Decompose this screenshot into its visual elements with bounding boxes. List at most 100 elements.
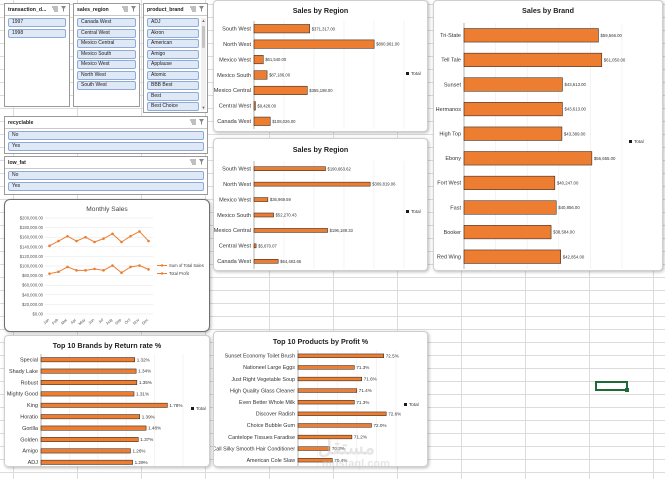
y-tick-label: $60,000.00 — [22, 283, 44, 288]
chart-top10-profit[interactable]: Top 10 Products by Profit % Sunset Econo… — [213, 331, 428, 467]
y-tick-label: $160,000.00 — [20, 235, 44, 240]
slicer-item[interactable]: South West — [77, 81, 136, 90]
bar — [253, 24, 310, 34]
chart-sales-by-brand[interactable]: Sales by Brand Tri-State $59,566.00 Tell T… — [433, 0, 663, 271]
slicer-item[interactable]: Mexico Central — [77, 39, 136, 48]
slicer-item[interactable]: No — [8, 171, 204, 180]
chart-title: Sales by Region — [292, 6, 349, 15]
clear-filter-icon[interactable] — [131, 6, 137, 12]
chart-canvas: South West $190,663.62 North West $309,819.… — [214, 161, 421, 269]
data-point — [138, 230, 141, 233]
bar — [463, 28, 599, 43]
data-label: $9,428.00 — [257, 103, 276, 108]
slicer-scrollbar[interactable]: ▲ ▼ — [201, 18, 206, 110]
slicer-title: low_fat — [8, 160, 26, 166]
data-label: $43,613.00 — [564, 82, 586, 87]
chart-canvas: Tri-State $59,566.00 Tell Tale $61,050.00 Su… — [436, 23, 644, 269]
data-point — [129, 234, 132, 238]
multi-select-icon[interactable] — [190, 159, 196, 165]
data-point — [120, 240, 123, 244]
fill-handle[interactable] — [625, 388, 629, 392]
slicer-items: No Yes — [5, 129, 207, 153]
category-label: Robust — [21, 380, 39, 386]
chart-title: Sales by Brand — [522, 6, 574, 15]
selected-cell[interactable] — [595, 381, 629, 392]
data-point — [84, 235, 87, 239]
slicer-item[interactable]: Amigo — [147, 49, 199, 59]
slicer-item[interactable]: No — [8, 131, 204, 140]
watermark-logo: مستقل — [318, 438, 375, 459]
bar — [253, 101, 256, 111]
legend-label: Total — [411, 209, 421, 214]
bar — [297, 376, 362, 382]
slicer-item[interactable]: Yes — [8, 181, 204, 191]
bar — [40, 459, 133, 465]
slicer-item[interactable]: Atomic — [147, 70, 199, 80]
bar — [463, 126, 563, 141]
slicer-item[interactable]: Best — [147, 91, 199, 101]
bar — [297, 458, 333, 463]
multi-select-icon[interactable] — [190, 119, 196, 125]
multi-select-icon[interactable] — [190, 6, 196, 12]
x-tick-label: May — [77, 317, 86, 326]
clear-filter-icon[interactable] — [199, 159, 205, 165]
data-label: 1.34% — [138, 369, 151, 374]
chart-sales-by-region-2[interactable]: Sales by Region South West $190,663.62 Nor… — [213, 138, 428, 271]
bar — [253, 181, 371, 187]
data-label: $36,969.59 — [270, 197, 292, 202]
category-label: Mexico South — [217, 73, 251, 79]
clear-filter-icon[interactable] — [199, 119, 205, 125]
slicer-item[interactable]: Central West — [77, 28, 136, 38]
category-label: Mexico Central — [214, 228, 251, 234]
slicer-item[interactable]: Mexico West — [77, 60, 136, 69]
clear-filter-icon[interactable] — [199, 6, 205, 12]
data-point — [93, 240, 96, 244]
chart-top10-return-rate[interactable]: Top 10 Brands by Return rate % Special 1.… — [4, 335, 210, 467]
slicer-item[interactable]: Mexico South — [77, 49, 136, 59]
slicer-item[interactable]: Best Choice — [147, 102, 199, 111]
y-tick-label: $120,000.00 — [20, 254, 44, 259]
bar — [40, 425, 147, 431]
data-label: $42,854.00 — [563, 254, 585, 259]
slicer-item[interactable]: BBB Best — [147, 81, 199, 90]
data-point — [66, 265, 69, 269]
legend-marker — [160, 272, 164, 275]
clear-filter-icon[interactable] — [61, 6, 67, 12]
slicer-item[interactable]: Applause — [147, 60, 199, 69]
data-label: $40,856.00 — [558, 205, 580, 210]
data-label: 1.78% — [169, 403, 182, 408]
slicer-item[interactable]: Canada West — [77, 18, 136, 27]
x-tick-label: Aug — [105, 317, 114, 326]
data-label: 71.3% — [356, 365, 369, 370]
slicer-item[interactable]: Yes — [8, 141, 204, 151]
data-point — [57, 270, 60, 274]
data-label: $87,186.00 — [269, 73, 291, 78]
chart-canvas: $0.00 $20,000.00 $40,000.00 $60,000.00 $80,0… — [20, 216, 204, 327]
data-point — [120, 271, 123, 275]
bar — [40, 357, 135, 363]
multi-select-icon[interactable] — [122, 6, 128, 12]
slicer-item[interactable]: 1998 — [8, 28, 66, 38]
chart-monthly-sales[interactable]: Monthly Sales $0.00 $20,000.00 $40,000.00 $… — [4, 199, 210, 332]
data-label: 1.39% — [142, 414, 155, 419]
data-label: $108,026.00 — [272, 119, 296, 124]
slicer-item[interactable]: American — [147, 39, 199, 48]
slicer-title: sales_region — [77, 7, 109, 13]
scroll-down-icon[interactable]: ▼ — [201, 105, 206, 110]
scroll-thumb[interactable] — [202, 26, 205, 48]
category-label: Even Better Whole Milk — [239, 400, 295, 406]
slicer-item[interactable]: 1997 — [8, 18, 66, 27]
chart-title: Top 10 Products by Profit % — [272, 337, 369, 346]
data-label: 70.4% — [334, 458, 347, 463]
x-tick-label: Mar — [60, 317, 69, 326]
bar — [297, 423, 372, 428]
scroll-up-icon[interactable]: ▲ — [201, 18, 206, 23]
bar — [463, 249, 561, 264]
slicer-item[interactable]: Akron — [147, 28, 199, 38]
slicer-header: product_brand — [144, 4, 207, 16]
slicer-item[interactable]: North West — [77, 70, 136, 80]
chart-sales-by-region-1[interactable]: Sales by Region South West $371,317.00 Nor… — [213, 0, 428, 132]
multi-select-icon[interactable] — [52, 6, 58, 12]
y-tick-label: $80,000.00 — [22, 273, 44, 278]
slicer-item[interactable]: ADJ — [147, 18, 199, 27]
